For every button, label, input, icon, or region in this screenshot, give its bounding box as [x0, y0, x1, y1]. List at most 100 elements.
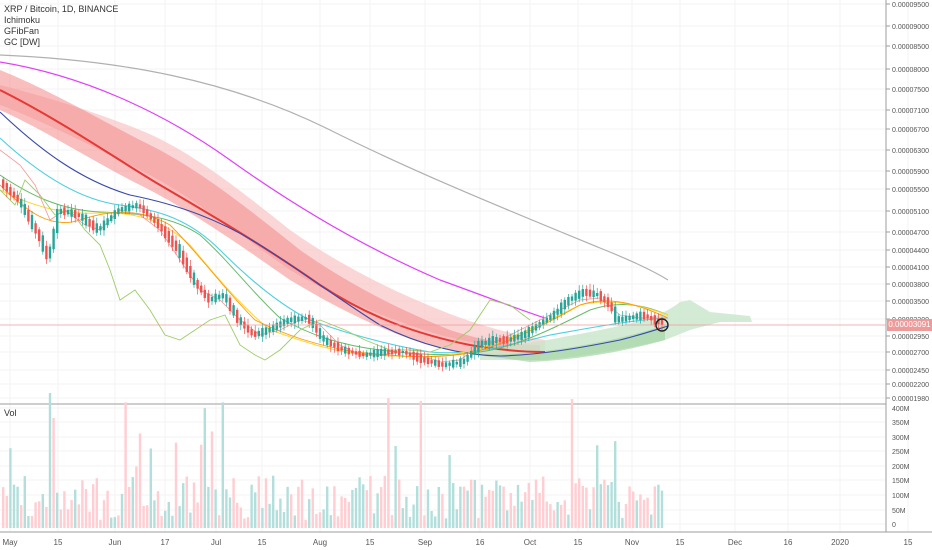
time-tick-label: Nov — [625, 538, 639, 547]
price-tick-label: 0.00008500 — [892, 44, 929, 51]
candle-body — [232, 305, 235, 316]
volume-bar — [560, 504, 563, 528]
time-tick-label: Jun — [109, 538, 122, 547]
candle-body — [113, 210, 116, 220]
volume-bar — [174, 442, 178, 528]
time-tick-label: Dec — [728, 538, 742, 547]
volume-axis: 400M 350M 300M 250M 200M 150M 100M 50M 0 — [892, 406, 910, 529]
volume-bar — [185, 476, 188, 528]
candle-body — [117, 208, 120, 215]
volume-bar — [257, 476, 260, 528]
candle-body — [646, 314, 649, 319]
price-tick-label: 0.00003800 — [892, 282, 929, 289]
volume-bar — [441, 493, 444, 528]
candle-body — [92, 220, 95, 231]
time-tick-label: 15 — [54, 538, 63, 547]
volume-bar — [203, 408, 206, 528]
candle-body — [452, 359, 455, 368]
price-tick-label: 0.00004100 — [892, 265, 929, 272]
candle-body — [491, 336, 494, 346]
volume-bar — [41, 494, 44, 528]
candle-body — [70, 209, 73, 217]
volume-bar — [434, 516, 437, 528]
candle-body — [556, 308, 559, 315]
candle-body — [333, 342, 336, 348]
indicator-gfibfan[interactable]: GFibFan — [4, 26, 40, 36]
candle-body — [614, 306, 617, 323]
candle-body — [124, 205, 127, 211]
volume-bar — [455, 509, 458, 528]
candle-body — [650, 315, 653, 321]
volume-bar — [358, 477, 361, 528]
volume-bar — [599, 484, 602, 528]
candle-body — [322, 335, 325, 342]
candle-body — [189, 265, 192, 279]
candle-body — [45, 245, 48, 260]
price-tick-label: 0.00005100 — [892, 209, 929, 216]
volume-bar — [135, 466, 138, 528]
candle-body — [513, 335, 516, 342]
volume-bar — [628, 486, 631, 528]
volume-bar — [63, 491, 66, 528]
candle-body — [131, 205, 134, 209]
volume-bar — [192, 482, 196, 528]
indicator-gc[interactable]: GC [DW] — [4, 37, 40, 47]
candle-body — [300, 316, 304, 321]
volume-bar — [444, 518, 448, 528]
volume-bar — [282, 512, 286, 528]
time-tick-label: 2020 — [831, 538, 849, 547]
candle-body — [642, 311, 646, 320]
candle-body — [354, 351, 358, 355]
volume-bar — [297, 486, 300, 528]
volume-bar — [189, 512, 192, 528]
volume-bar — [315, 514, 318, 528]
volume-bar — [578, 478, 581, 528]
indicator-ichimoku[interactable]: Ichimoku — [4, 15, 41, 25]
candle-body — [408, 352, 412, 357]
volume-bar — [34, 502, 37, 528]
candle-body — [390, 349, 394, 355]
candle-body — [27, 209, 30, 222]
volume-tick-label: 350M — [892, 420, 910, 427]
volume-bar — [279, 498, 282, 528]
volume-bar — [286, 486, 289, 528]
volume-bar — [59, 509, 62, 528]
volume-bar — [45, 506, 48, 528]
candle-body — [376, 349, 379, 357]
candle-body — [81, 213, 84, 221]
volume-bar — [38, 501, 41, 528]
time-tick-label: 16 — [476, 538, 485, 547]
candle-body — [477, 340, 480, 353]
volume-bar — [563, 500, 566, 528]
volume-bar — [484, 496, 487, 528]
volume-bar — [606, 485, 610, 528]
volume-bar — [642, 499, 646, 528]
volume-bar — [527, 482, 530, 528]
volume-bar — [401, 508, 404, 528]
candle-body — [570, 296, 574, 301]
volume-bar — [232, 478, 235, 528]
volume-bar — [506, 510, 509, 528]
candle-body — [174, 240, 178, 251]
candle-body — [311, 317, 314, 329]
volume-bar — [480, 484, 484, 528]
candle-body — [426, 357, 430, 365]
candle-body — [520, 331, 523, 341]
volume-bar — [610, 482, 613, 528]
volume-bar — [77, 504, 80, 528]
candle-body — [326, 337, 329, 346]
volume-bar — [614, 441, 617, 528]
candle-body — [448, 362, 451, 366]
volume-bar — [318, 512, 322, 528]
candle-body — [459, 358, 462, 367]
price-tick-label: 0.00001980 — [892, 396, 929, 403]
volume-bar — [498, 485, 502, 528]
volume-bar — [138, 433, 142, 528]
volume-bar — [95, 478, 98, 528]
volume-bar — [657, 484, 660, 528]
volume-bar — [153, 500, 156, 528]
candle-body — [470, 350, 473, 358]
candle-body — [365, 352, 368, 357]
volume-bar — [495, 480, 498, 528]
